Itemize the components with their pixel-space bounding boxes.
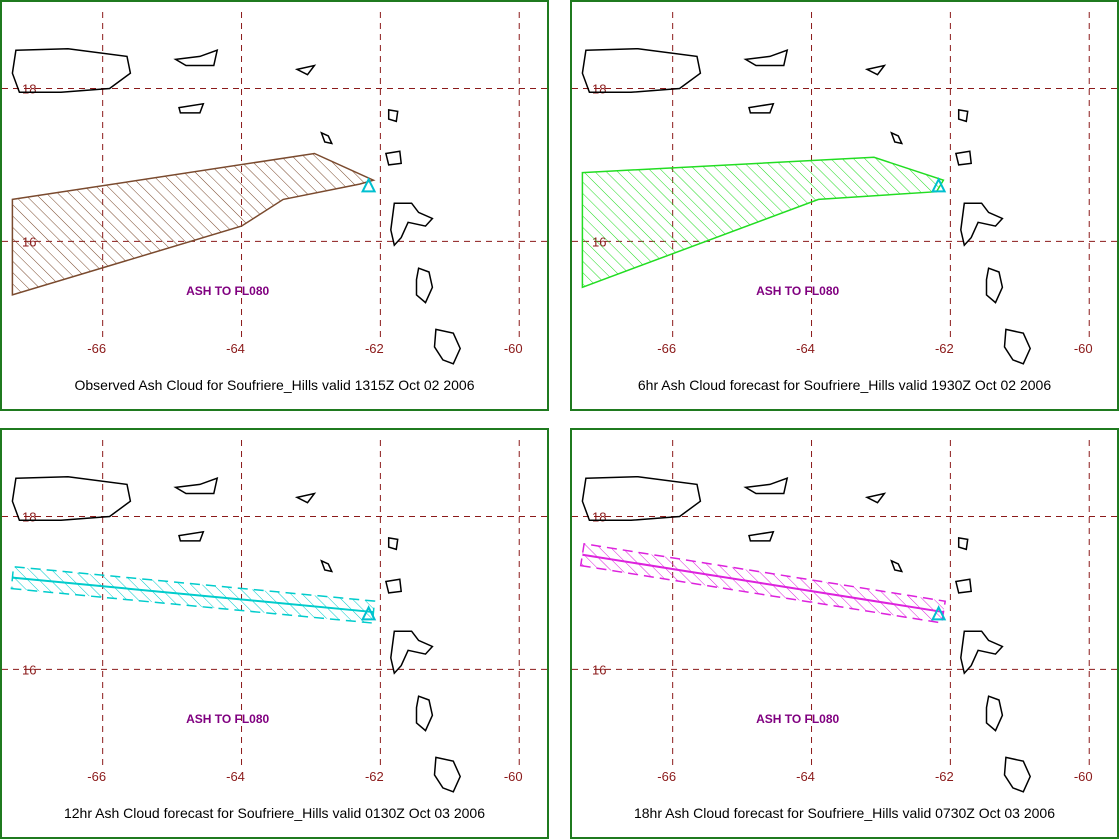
st-kitts-outline [320,559,334,573]
ash-level-label: ASH TO FL080 [756,712,839,726]
ash-cloud-centerline [582,553,944,614]
puerto-rico-outline [581,475,702,522]
virgin-islands-outline [173,49,219,67]
lon-tick-label: -60 [1074,769,1093,784]
virgin-islands-outline [743,49,789,67]
ash-level-label: ASH TO FL080 [756,284,839,298]
guadeloupe-outline [960,630,1004,675]
lon-tick-label: -62 [365,769,384,784]
dominica-outline [415,267,434,304]
lon-tick-label: -60 [504,341,523,356]
ash-cloud-area [581,156,945,289]
lon-tick-label: -62 [935,769,954,784]
panel-caption: Observed Ash Cloud for Soufriere_Hills v… [74,377,475,393]
lon-tick-label: -66 [87,769,106,784]
lat-tick-label: 18 [592,509,606,524]
st-croix-outline [178,530,205,542]
lat-tick-label: 18 [22,81,36,96]
antigua-outline [954,578,973,594]
lon-tick-label: -64 [796,769,815,784]
puerto-rico-outline [11,475,132,522]
lon-tick-label: -66 [87,341,106,356]
martinique-outline [433,328,462,365]
martinique-outline [433,756,462,793]
st-kitts-outline [320,131,334,145]
lat-tick-label: 18 [22,509,36,524]
anguilla-outline [864,492,887,504]
lon-tick-label: -64 [796,341,815,356]
lon-tick-label: -60 [1074,341,1093,356]
st-kitts-outline [890,131,904,145]
panel-caption: 12hr Ash Cloud forecast for Soufriere_Hi… [63,805,485,821]
volcano-marker-icon [930,177,947,193]
lon-tick-label: -60 [504,769,523,784]
lat-tick-label: 16 [22,662,36,677]
lon-tick-label: -66 [657,341,676,356]
antigua-outline [384,578,403,594]
st-croix-outline [748,102,775,114]
map-forecast-12hr: -66 -64 -62 -60 18 16 ASH TO FL080 [2,440,547,793]
lon-tick-label: -64 [226,341,245,356]
panel-caption: 6hr Ash Cloud forecast for Soufriere_Hil… [637,377,1052,393]
panel-forecast-12hr: -66 -64 -62 -60 18 16 ASH TO FL080 12hr Ash Cl… [0,428,549,839]
st-croix-outline [748,530,775,542]
volcano-marker-icon [360,605,377,621]
virgin-islands-outline [173,477,219,495]
lon-tick-label: -66 [657,769,676,784]
volcano-marker-icon [930,605,947,621]
lon-tick-label: -62 [935,341,954,356]
barbuda-outline [957,109,969,123]
ash-cloud-centerline [12,576,374,614]
martinique-outline [1003,328,1032,365]
antigua-outline [954,150,973,166]
guadeloupe-outline [390,202,434,247]
barbuda-outline [387,109,399,123]
st-kitts-outline [890,559,904,573]
ash-level-label: ASH TO FL080 [186,712,269,726]
lon-tick-label: -62 [365,341,384,356]
volcano-marker-icon [360,177,377,193]
lon-tick-label: -64 [226,769,245,784]
dominica-outline [985,267,1004,304]
guadeloupe-outline [390,630,434,675]
lat-tick-label: 18 [592,81,606,96]
map-forecast-18hr: -66 -64 -62 -60 18 16 ASH TO FL080 [572,440,1117,793]
barbuda-outline [387,537,399,551]
martinique-outline [1003,756,1032,793]
ash-level-label: ASH TO FL080 [186,284,269,298]
virgin-islands-outline [743,477,789,495]
anguilla-outline [864,64,887,76]
dominica-outline [415,695,434,732]
puerto-rico-outline [11,47,132,94]
antigua-outline [384,150,403,166]
anguilla-outline [294,64,317,76]
dominica-outline [985,695,1004,732]
guadeloupe-outline [960,202,1004,247]
panel-caption: 18hr Ash Cloud forecast for Soufriere_Hi… [633,805,1055,821]
anguilla-outline [294,492,317,504]
puerto-rico-outline [581,47,702,94]
st-croix-outline [178,102,205,114]
barbuda-outline [957,537,969,551]
ash-cloud-area [11,152,376,296]
lat-tick-label: 16 [592,662,606,677]
panel-forecast-18hr: -66 -64 -62 -60 18 16 ASH TO FL080 18hr Ash Cl… [570,428,1119,839]
